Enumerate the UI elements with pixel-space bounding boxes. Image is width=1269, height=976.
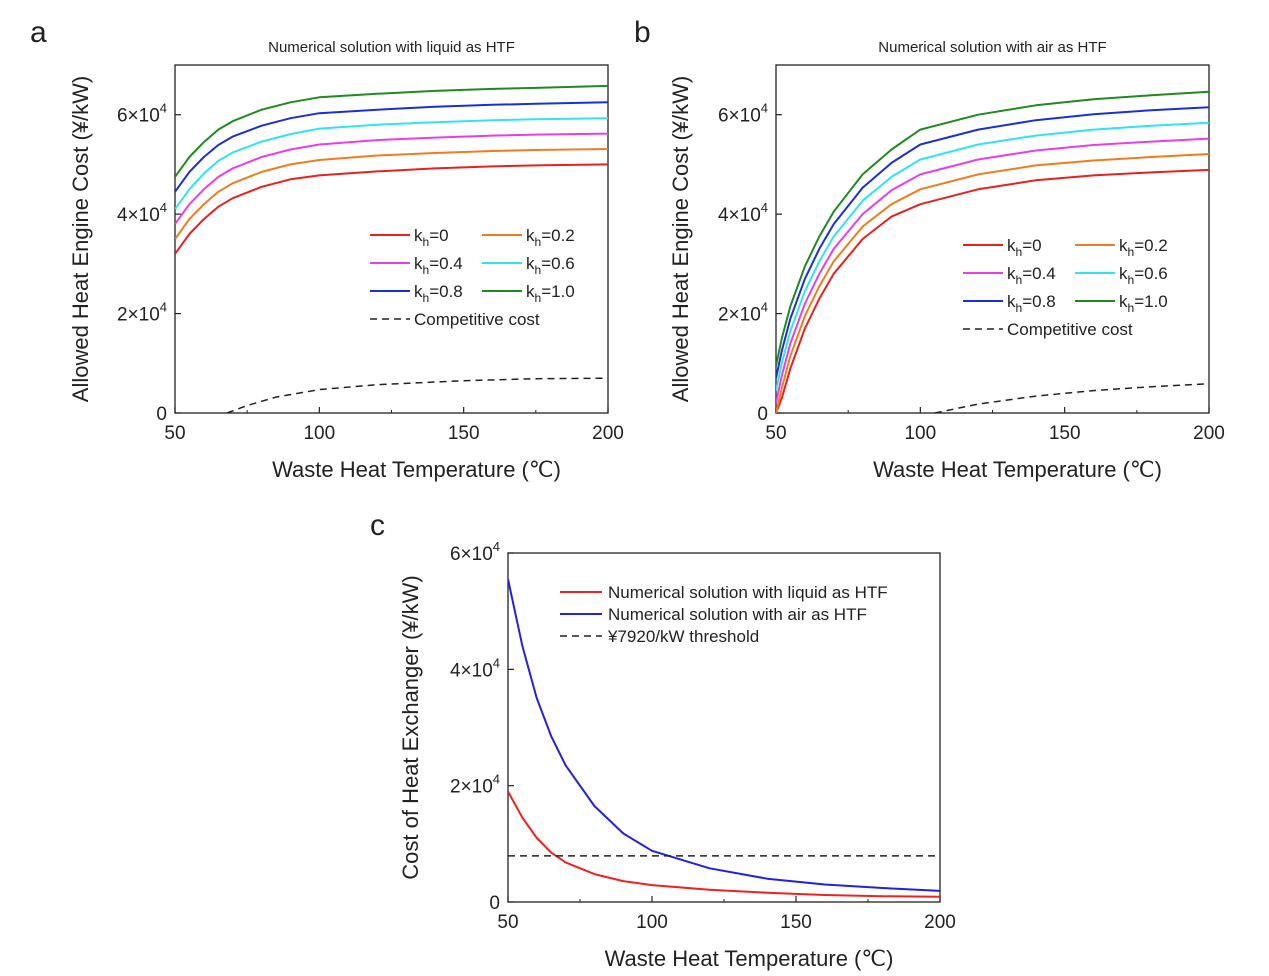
legend-label: kh=0: [1007, 236, 1042, 259]
x-tick-label: 150: [448, 423, 480, 444]
legend-label: kh=0.6: [1119, 264, 1168, 287]
series-line-b-3: [776, 121, 1209, 391]
y-tick-label: 4×104: [450, 655, 500, 681]
x-tick-label: 200: [1193, 423, 1225, 444]
chart-panel-b: Numerical solution with air as HTF 50 100 1…: [668, 39, 1225, 482]
y-tick-label: 6×104: [718, 101, 768, 127]
legend-label: kh=0.4: [1007, 264, 1056, 287]
series-line-a-1: [175, 148, 608, 240]
series-line-b-4: [776, 106, 1209, 379]
x-tick-label: 100: [636, 912, 668, 933]
legend-label: kh=1.0: [526, 282, 575, 305]
panel-letter-b: b: [634, 16, 651, 49]
legend-label: kh=0.2: [1119, 236, 1168, 259]
y-axis-title-a: Allowed Heat Engine Cost (¥/kW): [68, 76, 93, 402]
legend-b: kh=0 kh=0.2 kh=0.4 kh=0.6 kh=0.8 kh=1.0 Compet…: [963, 236, 1168, 339]
y-tick-label: 4×104: [718, 200, 768, 226]
series-line-a-2: [175, 132, 608, 225]
legend-label: Numerical solution with liquid as HTF: [608, 583, 888, 602]
series-line-a-5: [175, 84, 608, 178]
x-tick-label: 100: [303, 423, 335, 444]
x-axis-title-c: Waste Heat Temperature (℃): [605, 946, 894, 971]
dashed-line-a: [226, 377, 608, 413]
y-axis-title-c: Cost of Heat Exchanger (¥/kW): [398, 575, 423, 879]
x-tick-label: 150: [1049, 423, 1081, 444]
panel-letter-c: c: [370, 509, 385, 542]
x-tick-label: 200: [924, 912, 956, 933]
series-line-c-0: [508, 791, 940, 898]
series-line-b-0: [776, 168, 1209, 413]
series-line-a-4: [175, 101, 608, 193]
series-line-a-3: [175, 117, 608, 210]
legend-label: Competitive cost: [1007, 320, 1133, 339]
dashed-line-b: [934, 382, 1209, 413]
series-line-a-0: [175, 163, 608, 255]
series-line-b-5: [776, 90, 1209, 367]
y-tick-label: 0: [489, 893, 500, 914]
y-tick-label: 4×104: [117, 200, 167, 226]
series-line-c-1: [508, 578, 940, 892]
x-axis-title-b: Waste Heat Temperature (℃): [873, 457, 1162, 482]
y-tick-label: 2×104: [117, 300, 167, 326]
legend-label: kh=0: [414, 226, 449, 249]
legend-label: kh=0.2: [526, 226, 575, 249]
chart-title-a: Numerical solution with liquid as HTF: [268, 39, 515, 56]
legend-label: kh=0.8: [414, 282, 463, 305]
y-tick-label: 2×104: [718, 300, 768, 326]
legend-label: kh=1.0: [1119, 292, 1168, 315]
series-line-b-1: [776, 153, 1209, 413]
x-tick-label: 50: [497, 912, 518, 933]
series-line-b-2: [776, 137, 1209, 404]
x-tick-label: 50: [765, 423, 786, 444]
x-axis-title-a: Waste Heat Temperature (℃): [272, 457, 561, 482]
y-axis-title-b: Allowed Heat Engine Cost (¥/kW): [668, 76, 693, 402]
legend-c: Numerical solution with liquid as HTF Num…: [560, 583, 888, 646]
panel-letter-a: a: [30, 16, 47, 49]
y-tick-label: 6×104: [117, 101, 167, 127]
x-tick-label: 100: [904, 423, 936, 444]
y-tick-label: 0: [757, 404, 768, 425]
legend-a: kh=0 kh=0.2 kh=0.4 kh=0.6 kh=0.8 kh=1.0 Compet…: [370, 226, 575, 329]
legend-label: kh=0.6: [526, 254, 575, 277]
chart-panel-c: 50 100 150 200 0 2×104 4×104 6×104 Waste Heat Te…: [398, 539, 956, 971]
x-tick-label: 50: [164, 423, 185, 444]
y-tick-label: 2×104: [450, 772, 500, 798]
legend-label: Competitive cost: [414, 310, 540, 329]
x-tick-label: 150: [780, 912, 812, 933]
chart-title-b: Numerical solution with air as HTF: [878, 39, 1106, 56]
x-tick-label: 200: [592, 423, 624, 444]
y-tick-label: 6×104: [450, 539, 500, 565]
legend-label: Numerical solution with air as HTF: [608, 605, 867, 624]
legend-label: ¥7920/kW threshold: [607, 627, 759, 646]
legend-label: kh=0.4: [414, 254, 463, 277]
chart-panel-a: Numerical solution with liquid as HTF 50 1…: [68, 39, 624, 482]
y-tick-label: 0: [156, 404, 167, 425]
legend-label: kh=0.8: [1007, 292, 1056, 315]
